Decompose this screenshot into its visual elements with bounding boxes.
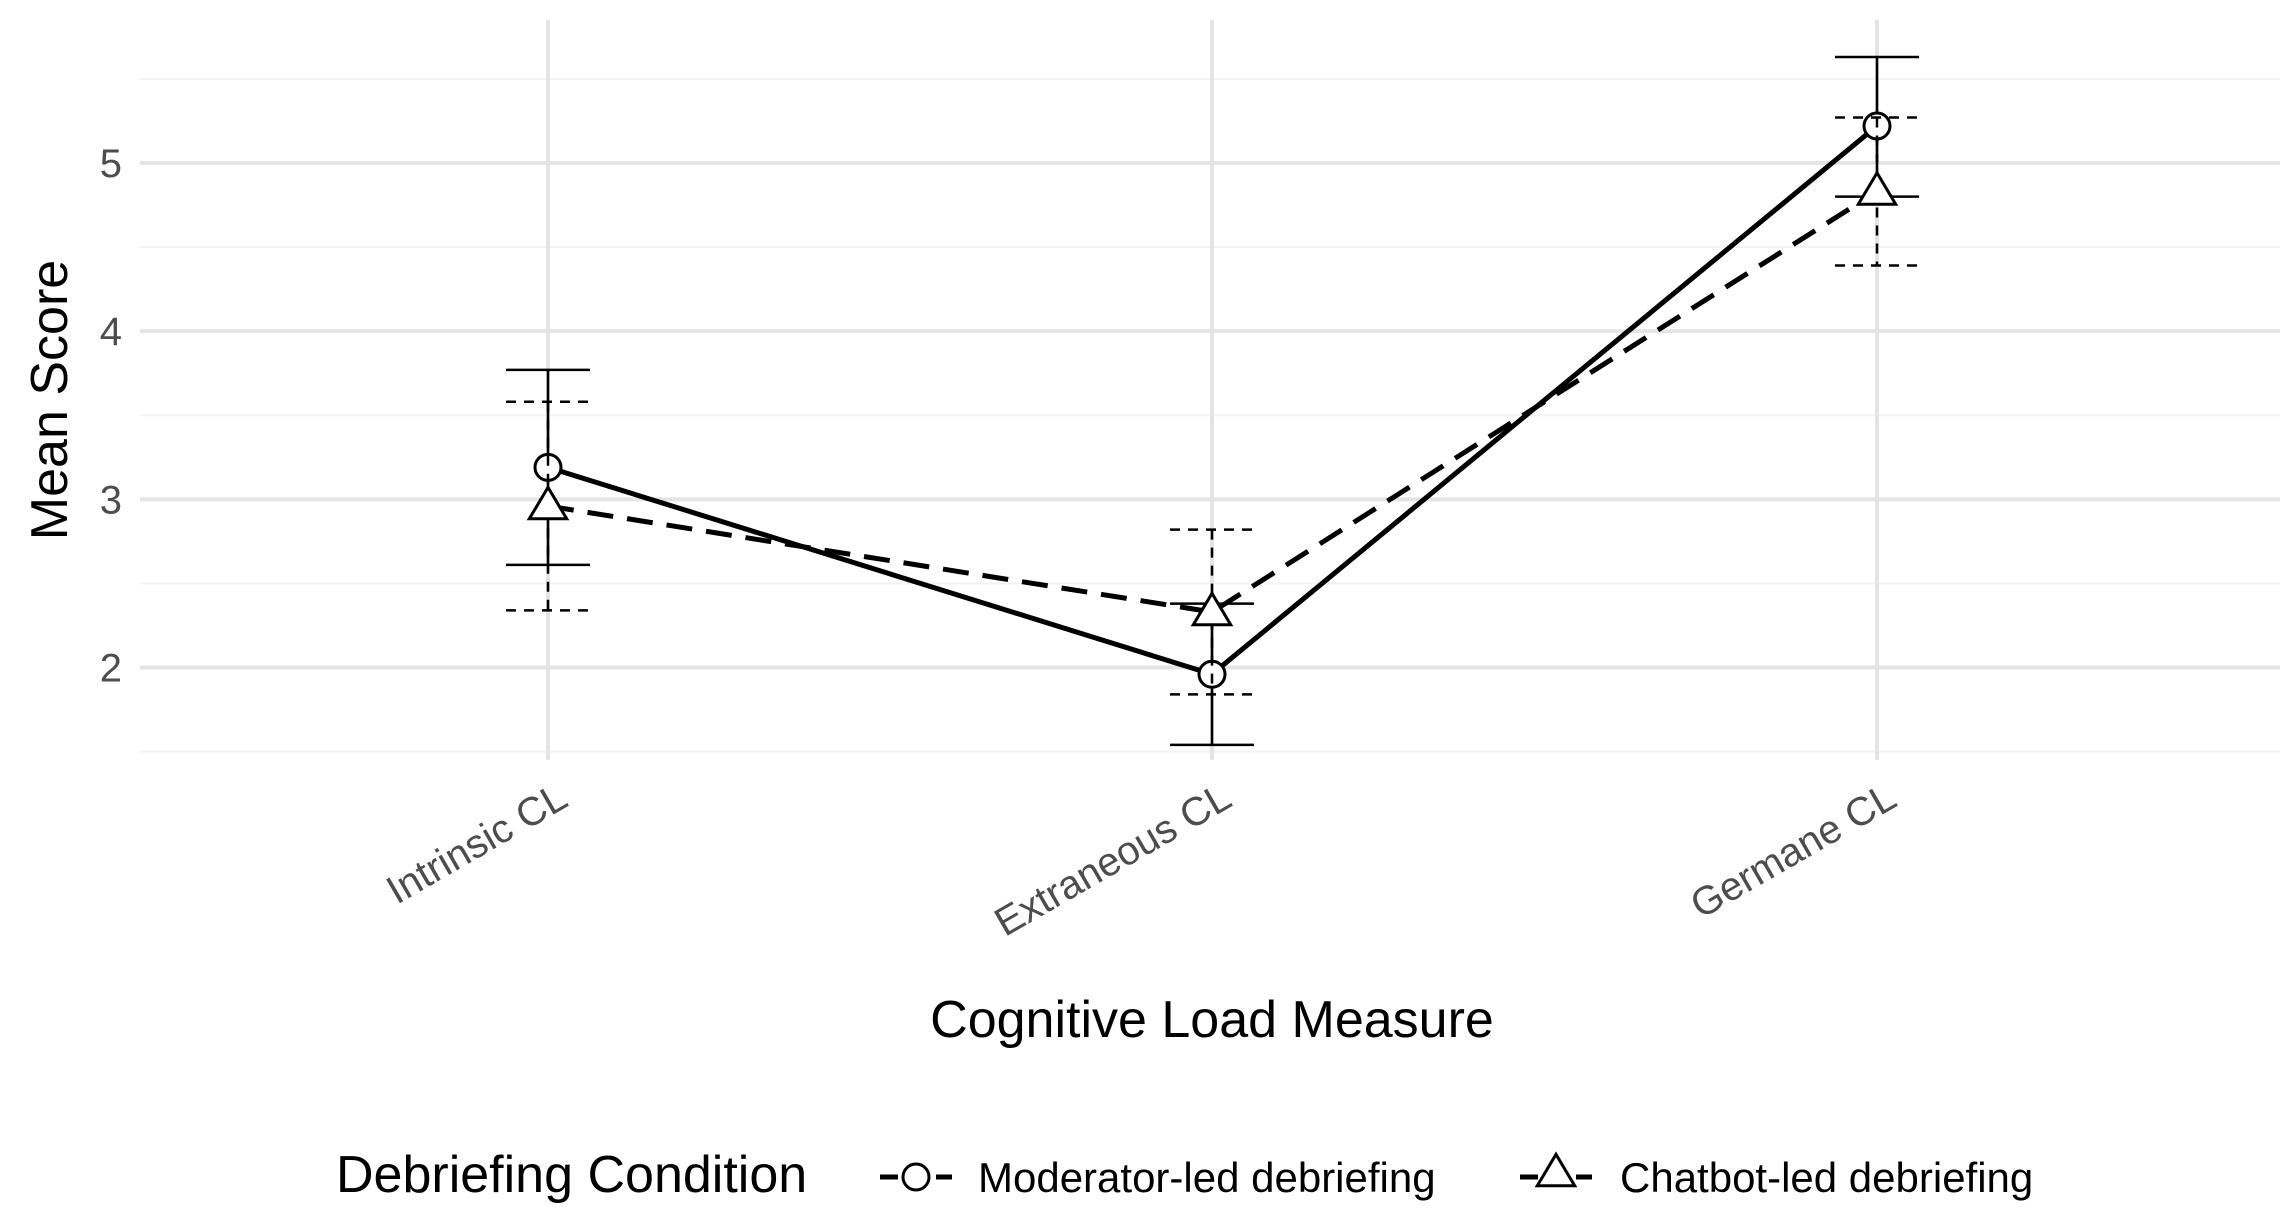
legend-item: Moderator-led debriefing — [880, 1154, 1436, 1201]
legend-key-marker — [901, 1162, 931, 1192]
y-tick-label: 5 — [100, 142, 122, 186]
series-line — [547, 189, 1879, 615]
legend-label: Moderator-led debriefing — [978, 1154, 1436, 1201]
legend-keys: Moderator-led debriefing Chatbot-led debr… — [880, 1151, 2033, 1201]
y-tick-label: 3 — [100, 478, 122, 522]
y-tick-label: 4 — [100, 310, 122, 354]
legend-key-marker — [1534, 1151, 1578, 1188]
legend-label: Chatbot-led debriefing — [1620, 1154, 2033, 1201]
legend-item: Chatbot-led debriefing — [1520, 1151, 2033, 1201]
series-chatbot — [506, 116, 1919, 696]
data-point — [1190, 590, 1234, 627]
y-axis-title: Mean Score — [21, 260, 79, 540]
legend: Debriefing Condition Moderator-led debri… — [336, 1146, 2033, 1204]
x-axis-title: Cognitive Load Measure — [930, 991, 1494, 1049]
y-tick-label: 2 — [100, 647, 122, 691]
legend-title: Debriefing Condition — [336, 1146, 807, 1204]
data-point — [526, 484, 570, 521]
data-point — [1855, 169, 1899, 206]
series — [506, 55, 1919, 747]
